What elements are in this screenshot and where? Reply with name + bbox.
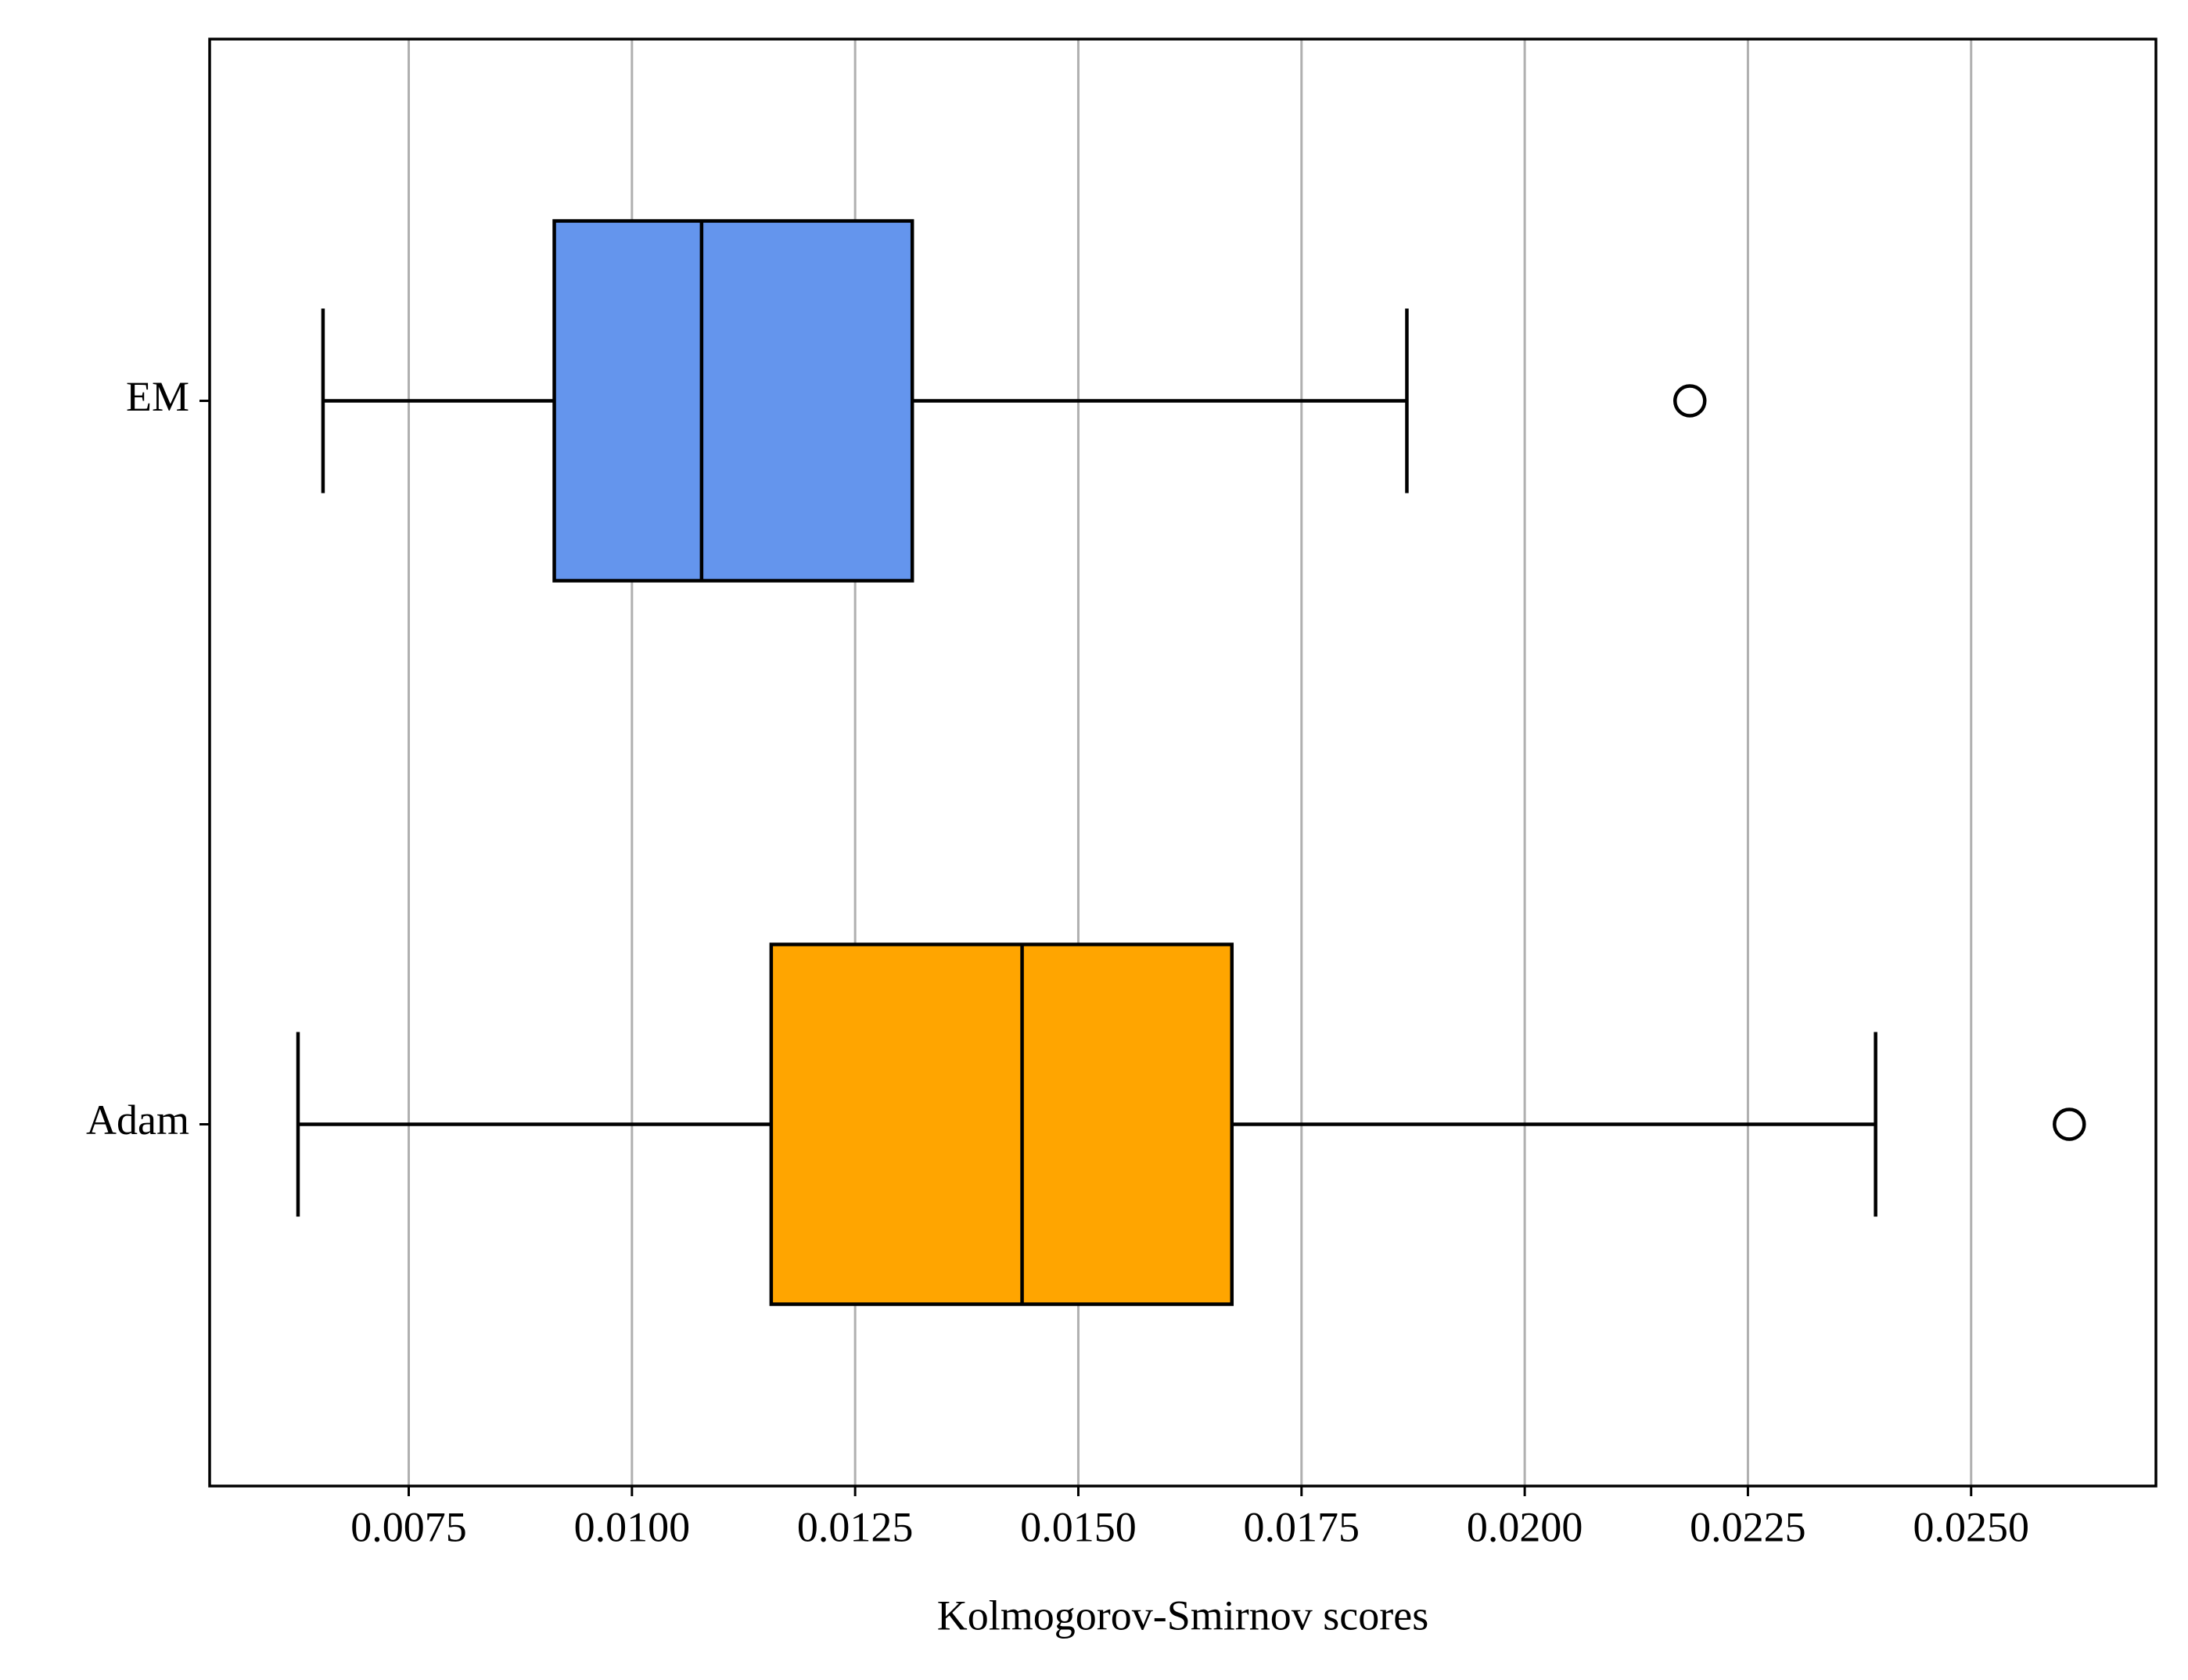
x-tick-label: 0.0175 [1244, 1503, 1360, 1550]
x-tick-label: 0.0125 [797, 1503, 914, 1550]
x-tick-label: 0.0075 [350, 1503, 467, 1550]
x-axis-label: Kolmogorov-Smirnov scores [937, 1592, 1428, 1639]
x-tick-label: 0.0200 [1467, 1503, 1583, 1550]
outlier [2053, 1107, 2086, 1141]
box [769, 942, 1234, 1306]
plot-frame [208, 38, 2157, 1488]
x-tick-label: 0.0150 [1020, 1503, 1137, 1550]
x-tick-label: 0.0225 [1690, 1503, 1806, 1550]
x-tick-label: 0.0100 [574, 1503, 691, 1550]
outlier [1672, 384, 1707, 418]
y-tick-label: EM [126, 373, 189, 420]
x-tick-label: 0.0250 [1913, 1503, 2030, 1550]
y-tick-label: Adam [86, 1097, 189, 1143]
box [552, 219, 914, 583]
